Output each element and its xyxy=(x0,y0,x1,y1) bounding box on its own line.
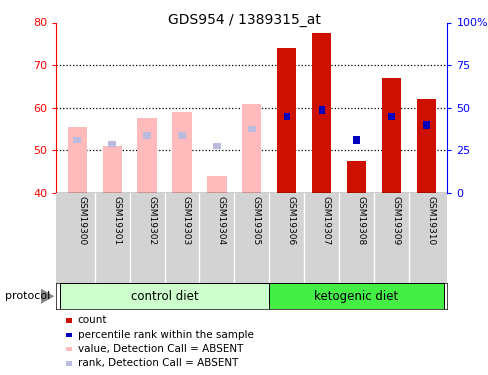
Bar xyxy=(277,48,296,193)
Text: count: count xyxy=(78,315,107,325)
Bar xyxy=(73,136,81,143)
Text: GSM19303: GSM19303 xyxy=(182,196,191,245)
Bar xyxy=(108,141,116,147)
Text: GSM19300: GSM19300 xyxy=(77,196,86,245)
Bar xyxy=(102,146,122,193)
Text: percentile rank within the sample: percentile rank within the sample xyxy=(78,330,253,339)
Text: rank, Detection Call = ABSENT: rank, Detection Call = ABSENT xyxy=(78,358,238,368)
Bar xyxy=(67,127,87,193)
Bar xyxy=(416,99,435,193)
Bar xyxy=(381,78,400,193)
Bar xyxy=(172,112,191,193)
Bar xyxy=(423,121,429,129)
Bar xyxy=(247,126,255,132)
Text: GSM19309: GSM19309 xyxy=(391,196,400,245)
Text: GDS954 / 1389315_at: GDS954 / 1389315_at xyxy=(168,13,320,27)
Text: GSM19308: GSM19308 xyxy=(356,196,365,245)
Bar xyxy=(60,283,269,309)
Polygon shape xyxy=(41,288,54,304)
Bar xyxy=(318,106,324,114)
Bar xyxy=(269,283,443,309)
Text: ketogenic diet: ketogenic diet xyxy=(314,290,398,303)
Bar xyxy=(242,104,261,193)
Text: GSM19305: GSM19305 xyxy=(251,196,260,245)
Bar xyxy=(213,143,220,149)
Bar xyxy=(311,33,330,193)
Text: GSM19306: GSM19306 xyxy=(286,196,295,245)
Bar xyxy=(283,112,289,120)
Text: control diet: control diet xyxy=(130,290,198,303)
Bar xyxy=(137,118,156,193)
Bar xyxy=(207,176,226,193)
Text: GSM19302: GSM19302 xyxy=(147,196,156,245)
Bar xyxy=(387,112,394,120)
Text: GSM19310: GSM19310 xyxy=(426,196,435,245)
Bar xyxy=(178,132,185,139)
Text: GSM19307: GSM19307 xyxy=(321,196,330,245)
Text: GSM19301: GSM19301 xyxy=(112,196,121,245)
Bar xyxy=(346,161,366,193)
Bar xyxy=(143,132,151,139)
Text: GSM19304: GSM19304 xyxy=(217,196,225,245)
Bar xyxy=(353,136,359,144)
Text: protocol: protocol xyxy=(5,291,50,301)
Text: value, Detection Call = ABSENT: value, Detection Call = ABSENT xyxy=(78,344,243,354)
